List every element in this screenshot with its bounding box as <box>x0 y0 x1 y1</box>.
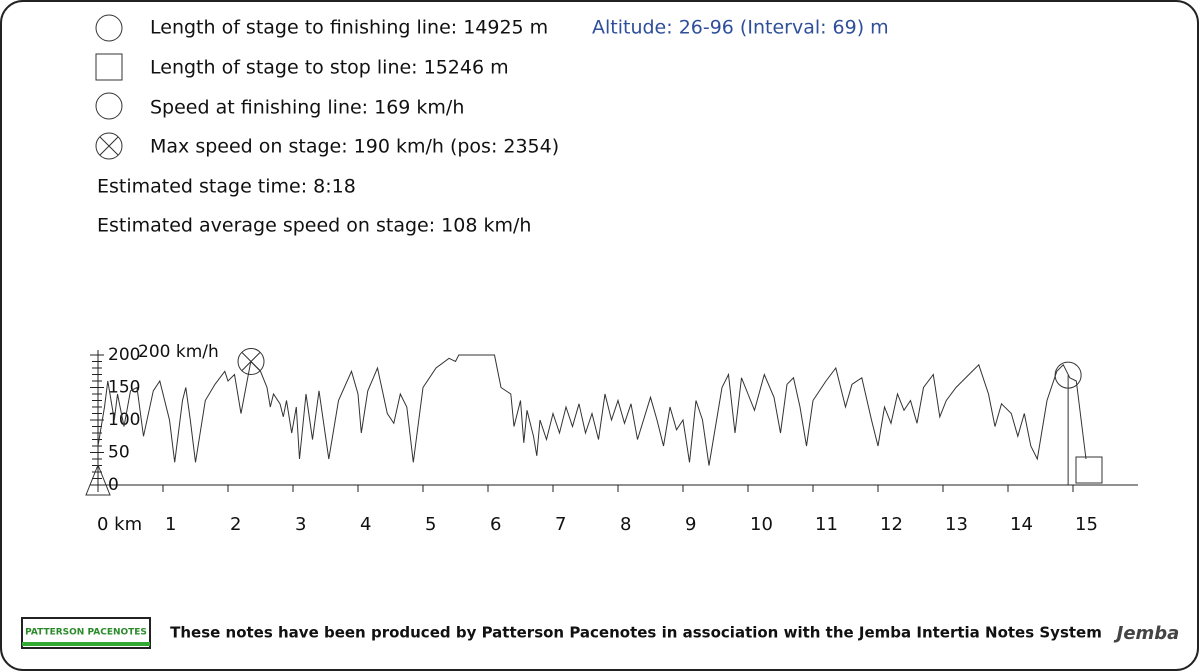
altitude: Altitude: 26-96 (Interval: 69) m <box>592 17 889 39</box>
x-tick-label: 9 <box>685 514 696 535</box>
x-tick-label: 0 km <box>97 514 142 535</box>
x-tick-label: 7 <box>555 514 566 535</box>
x-tick-label: 6 <box>490 514 501 535</box>
y-axis-label: 200 km/h <box>138 342 219 362</box>
max-speed-x <box>241 352 261 371</box>
info-line: Estimated average speed on stage: 108 km… <box>97 215 531 237</box>
y-tick-label: 150 <box>108 378 140 398</box>
info-line: Max speed on stage: 190 km/h (pos: 2354) <box>150 136 559 158</box>
x-tick-label: 1 <box>165 514 176 535</box>
x-tick-label: 10 <box>750 514 773 535</box>
x-tick-label: 14 <box>1010 514 1033 535</box>
speed-line <box>97 354 1087 466</box>
chart: 0 km 1 2 3 4 5 6 7 8 9 10 11 12 13 14 15050100150200200… <box>85 342 1138 535</box>
x-tick-label: 13 <box>945 514 968 535</box>
info-line: Speed at finishing line: 169 km/h <box>150 97 464 119</box>
max-speed-marker <box>237 348 265 375</box>
finish-marker <box>1054 361 1082 389</box>
start-marker <box>85 463 111 496</box>
icon-square <box>95 53 123 81</box>
icon-x <box>99 136 119 156</box>
x-tick-label: 8 <box>620 514 631 535</box>
icon-circle <box>95 92 123 120</box>
logo-text: PATTERSON PACENOTES <box>25 628 147 638</box>
y-tick-label: 0 <box>108 475 119 495</box>
info-line: Length of stage to finishing line: 14925… <box>150 17 548 39</box>
y-tick-label: 50 <box>108 443 130 463</box>
x-tick-label: 3 <box>295 514 306 535</box>
x-tick-label: 12 <box>880 514 903 535</box>
x-tick-label: 5 <box>425 514 436 535</box>
stop-marker <box>1075 456 1103 484</box>
brand: Jemba <box>1114 623 1180 644</box>
x-tick-label: 15 <box>1075 514 1098 535</box>
info-line: Length of stage to stop line: 15246 m <box>150 57 509 79</box>
logo-stripe <box>22 642 150 646</box>
y-tick-label: 200 <box>108 345 140 365</box>
x-tick-label: 4 <box>360 514 371 535</box>
info-line: Estimated stage time: 8:18 <box>97 176 356 198</box>
logo: PATTERSON PACENOTES <box>21 617 151 649</box>
x-tick-label: 2 <box>230 514 241 535</box>
icon-circle <box>95 14 123 42</box>
icon-circle-x <box>95 132 123 160</box>
footer-text: These notes have been produced by Patter… <box>170 624 1102 642</box>
x-tick-label: 11 <box>815 514 838 535</box>
y-tick-label: 100 <box>108 410 140 430</box>
